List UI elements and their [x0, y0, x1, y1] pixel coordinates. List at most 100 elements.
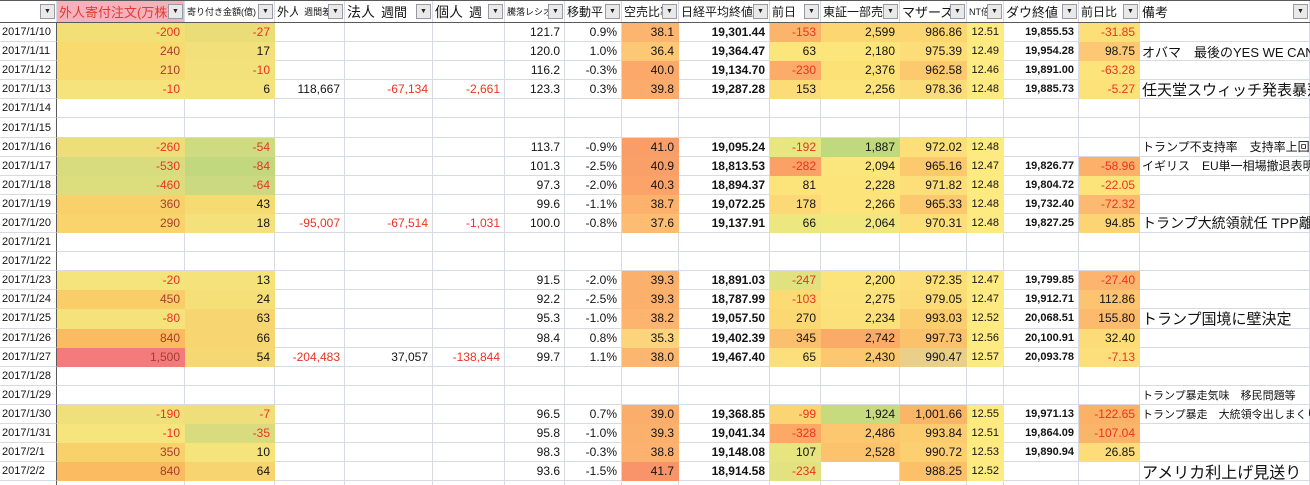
cell-l[interactable]: 2,486 [821, 423, 900, 444]
cell-o[interactable]: 20,093.78 [1004, 347, 1079, 367]
cell-i[interactable]: 36.4 [622, 42, 679, 62]
cell-j[interactable]: 19,041.34 [679, 423, 770, 444]
cell-l[interactable]: 2,200 [821, 271, 900, 291]
cell-i[interactable]: 38.2 [622, 309, 679, 329]
cell-j[interactable]: 18,914.58 [679, 462, 770, 482]
cell-p[interactable] [1079, 252, 1140, 272]
row-date[interactable]: 2017/1/10 [0, 23, 57, 43]
cell-c[interactable]: 18 [185, 213, 275, 234]
cell-c[interactable]: -27 [185, 23, 275, 43]
cell-c[interactable] [185, 118, 275, 138]
cell-n[interactable] [967, 118, 1004, 138]
cell-l[interactable]: 2,180 [821, 42, 900, 62]
filter-button-o[interactable]: ▼ [1062, 4, 1077, 19]
cell-m[interactable]: 962.58 [900, 61, 967, 81]
cell-g[interactable]: 95.8 [505, 423, 565, 444]
cell-p[interactable]: -31.85 [1079, 23, 1140, 43]
cell-p[interactable]: -7.13 [1079, 347, 1140, 367]
cell-d[interactable] [275, 443, 345, 463]
cell-g[interactable] [505, 366, 565, 386]
cell-f[interactable] [433, 404, 505, 424]
row-date[interactable]: 2017/1/19 [0, 194, 57, 214]
cell-p[interactable] [1079, 366, 1140, 386]
cell-p[interactable]: 155.80 [1079, 309, 1140, 329]
cell-e[interactable] [345, 118, 433, 138]
cell-b[interactable] [57, 118, 185, 138]
cell-m[interactable] [900, 233, 967, 253]
cell-remark[interactable]: 任天堂スウィッチ発表暴落 [1140, 80, 1310, 100]
cell-c[interactable] [185, 233, 275, 253]
cell-o[interactable]: 19,732.40 [1004, 194, 1079, 214]
cell-e[interactable] [345, 404, 433, 424]
cell-j[interactable]: 19,301.44 [679, 23, 770, 43]
cell-j[interactable]: 19,137.91 [679, 213, 770, 234]
cell-remark[interactable] [1140, 347, 1310, 367]
cell-e[interactable] [345, 385, 433, 405]
cell-m[interactable]: 971.82 [900, 175, 967, 195]
cell-o[interactable] [1004, 233, 1079, 253]
cell-d[interactable] [275, 233, 345, 253]
cell-b[interactable] [57, 385, 185, 405]
cell-h[interactable] [565, 385, 622, 405]
cell-j[interactable]: 18,813.53 [679, 156, 770, 176]
cell-e[interactable] [345, 271, 433, 291]
cell-f[interactable] [433, 99, 505, 119]
cell-o[interactable]: 19,827.25 [1004, 213, 1079, 234]
cell-e[interactable] [345, 194, 433, 214]
cell-n[interactable]: 12.53 [967, 443, 1004, 463]
row-date[interactable]: 2017/2/1 [0, 443, 57, 463]
cell-b[interactable]: -10 [57, 423, 185, 444]
cell-j[interactable]: 19,368.85 [679, 404, 770, 424]
cell-b[interactable]: -260 [57, 137, 185, 157]
cell-i[interactable]: 39.3 [622, 423, 679, 444]
cell-m[interactable]: 988.25 [900, 462, 967, 482]
cell-j[interactable]: 19,095.24 [679, 137, 770, 157]
cell-f[interactable] [433, 271, 505, 291]
cell-n[interactable]: 12.51 [967, 423, 1004, 444]
cell-k[interactable]: -328 [770, 423, 821, 444]
cell-n[interactable]: 12.48 [967, 213, 1004, 234]
cell-k[interactable]: 178 [770, 194, 821, 214]
cell-j[interactable]: 18,787.99 [679, 290, 770, 310]
cell-e[interactable] [345, 156, 433, 176]
cell-c[interactable] [185, 481, 275, 485]
cell-d[interactable] [275, 23, 345, 43]
cell-o[interactable]: 19,826.77 [1004, 156, 1079, 176]
cell-p[interactable]: -107.04 [1079, 423, 1140, 444]
filter-button-date[interactable]: ▼ [40, 4, 55, 19]
row-date[interactable]: 2017/1/31 [0, 423, 57, 444]
cell-k[interactable]: 65 [770, 347, 821, 367]
cell-f[interactable]: -2,661 [433, 80, 505, 100]
cell-f[interactable] [433, 481, 505, 485]
cell-i[interactable]: 38.8 [622, 443, 679, 463]
cell-f[interactable] [433, 385, 505, 405]
cell-d[interactable] [275, 404, 345, 424]
cell-g[interactable]: 120.0 [505, 42, 565, 62]
cell-i[interactable] [622, 481, 679, 485]
cell-e[interactable] [345, 23, 433, 43]
cell-m[interactable] [900, 366, 967, 386]
cell-b[interactable]: 210 [57, 61, 185, 81]
cell-m[interactable]: 970.31 [900, 213, 967, 234]
row-date[interactable]: 2017/1/24 [0, 290, 57, 310]
cell-b[interactable] [57, 366, 185, 386]
cell-n[interactable]: 12.48 [967, 175, 1004, 195]
cell-f[interactable] [433, 175, 505, 195]
row-date[interactable]: 2017/2/3 [0, 481, 57, 485]
cell-j[interactable] [679, 366, 770, 386]
cell-f[interactable] [433, 443, 505, 463]
filter-button-c[interactable]: ▼ [258, 4, 273, 19]
cell-m[interactable]: 990.47 [900, 347, 967, 367]
cell-c[interactable]: -10 [185, 61, 275, 81]
cell-i[interactable] [622, 252, 679, 272]
filter-button-p[interactable]: ▼ [1123, 4, 1138, 19]
cell-p[interactable] [1079, 118, 1140, 138]
cell-remark[interactable] [1140, 366, 1310, 386]
cell-f[interactable] [433, 328, 505, 348]
cell-k[interactable]: 153 [770, 80, 821, 100]
cell-i[interactable]: 39.3 [622, 290, 679, 310]
filter-button-i[interactable]: ▼ [662, 4, 677, 19]
cell-l[interactable]: 2,599 [821, 23, 900, 43]
cell-p[interactable] [1079, 462, 1140, 482]
cell-o[interactable]: 19,890.94 [1004, 443, 1079, 463]
